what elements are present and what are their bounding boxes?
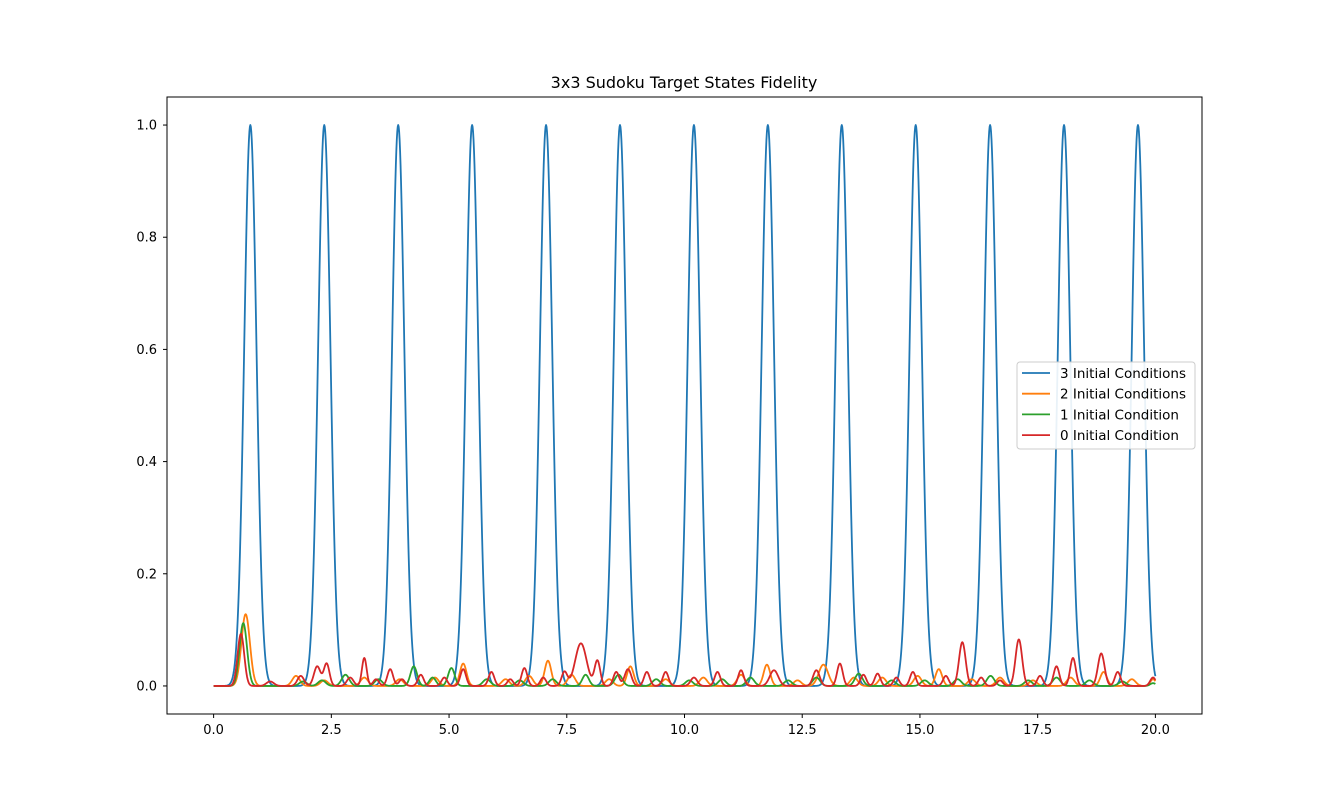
x-tick-label-6: 15.0 (905, 723, 934, 738)
x-tick-label-5: 12.5 (788, 723, 817, 738)
legend: 3 Initial Conditions 2 Initial Conditions… (1016, 361, 1196, 450)
y-tick-label-5: 1.0 (136, 119, 157, 134)
legend-label-1: 2 Initial Conditions (1060, 387, 1186, 403)
legend-label-0: 3 Initial Conditions (1060, 366, 1186, 382)
legend-box (1016, 361, 1196, 450)
y-tick-label-3: 0.6 (136, 343, 157, 358)
x-tick-label-8: 20.0 (1141, 723, 1170, 738)
x-axis: 0.0 2.5 5.0 7.5 10.0 12.5 15.0 17.5 20.0 (203, 714, 1170, 738)
y-axis: 0.0 0.2 0.4 0.6 0.8 1.0 (136, 119, 167, 694)
y-tick-label-1: 0.2 (136, 567, 157, 582)
x-tick-label-3: 7.5 (556, 723, 577, 738)
legend-label-2: 1 Initial Condition (1060, 407, 1179, 423)
y-tick-label-4: 0.8 (136, 231, 157, 246)
x-tick-label-4: 10.0 (670, 723, 699, 738)
chart-title: 3x3 Sudoku Target States Fidelity (551, 73, 818, 92)
y-tick-label-0: 0.0 (136, 679, 157, 694)
plot-lines (213, 124, 1157, 687)
y-tick-label-2: 0.4 (136, 455, 157, 470)
legend-label-3: 0 Initial Condition (1060, 428, 1179, 444)
x-tick-label-1: 2.5 (321, 723, 342, 738)
series-line-3 (213, 632, 1157, 687)
series-line-2 (213, 622, 1156, 687)
x-tick-label-7: 17.5 (1023, 723, 1052, 738)
x-tick-label-0: 0.0 (203, 723, 224, 738)
x-tick-label-2: 5.0 (439, 723, 460, 738)
